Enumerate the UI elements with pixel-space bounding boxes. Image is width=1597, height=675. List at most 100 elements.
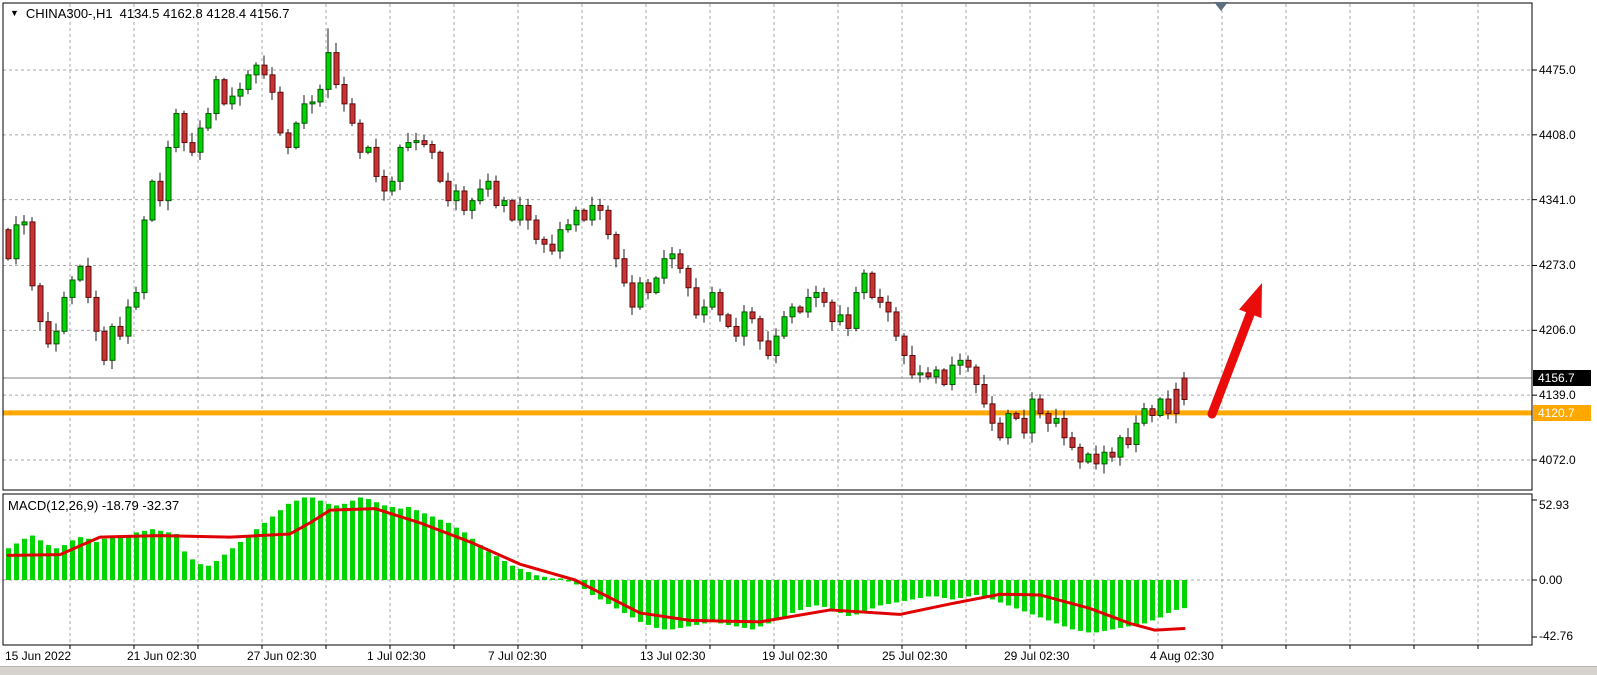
macd-bar xyxy=(694,580,699,625)
macd-bar xyxy=(558,578,563,580)
macd-bar xyxy=(1182,580,1187,609)
candle xyxy=(413,132,420,151)
symbol-menu-triangle-icon[interactable]: ▼ xyxy=(10,7,19,18)
macd-bar xyxy=(526,572,531,580)
macd-bar xyxy=(990,580,995,600)
candle xyxy=(237,82,244,106)
macd-bar xyxy=(654,580,659,628)
macd-bar xyxy=(878,580,883,606)
candle xyxy=(437,150,444,184)
macd-bar xyxy=(198,564,203,580)
macd-bar xyxy=(86,538,91,580)
candle xyxy=(781,310,788,340)
candle xyxy=(141,216,148,300)
macd-bar xyxy=(894,580,899,603)
candle xyxy=(389,176,396,196)
candle xyxy=(541,236,548,253)
macd-bar xyxy=(838,580,843,613)
candle xyxy=(13,216,20,265)
symbol-period-label: CHINA300-,H1 xyxy=(25,6,113,21)
macd-bar xyxy=(1142,580,1147,624)
candle xyxy=(1157,397,1164,418)
macd-bar xyxy=(566,580,571,582)
macd-bar xyxy=(982,580,987,597)
horizontal-scrollbar[interactable] xyxy=(0,666,1597,675)
candle xyxy=(253,62,260,84)
price-axis-label: 4341.0 xyxy=(1539,192,1576,207)
candle xyxy=(725,312,732,329)
candle xyxy=(805,288,812,318)
time-axis-label: 4 Aug 02:30 xyxy=(1150,649,1215,663)
macd-bar xyxy=(518,568,523,580)
candle xyxy=(949,356,956,391)
candle xyxy=(693,278,700,319)
candle xyxy=(261,55,268,79)
macd-bar xyxy=(910,580,915,600)
macd-bar xyxy=(1174,580,1179,610)
macd-bar xyxy=(750,580,755,630)
candle xyxy=(565,219,572,233)
candle xyxy=(629,275,636,315)
candle xyxy=(381,169,388,201)
macd-bar xyxy=(1094,580,1099,633)
macd-bar xyxy=(774,580,779,621)
candle xyxy=(1117,434,1124,466)
macd-axis-label: 52.93 xyxy=(1539,498,1570,512)
macd-bar xyxy=(486,551,491,580)
candle xyxy=(581,208,588,222)
candle xyxy=(429,140,436,160)
macd-bar xyxy=(214,560,219,580)
candle xyxy=(341,76,348,112)
candle xyxy=(685,265,692,297)
macd-bar xyxy=(70,540,75,580)
candle xyxy=(765,331,772,360)
macd-bar xyxy=(710,580,715,622)
candle xyxy=(445,172,452,207)
macd-bar xyxy=(382,505,387,580)
macd-bar xyxy=(46,545,51,580)
price-lines-layer xyxy=(3,377,1532,416)
macd-axis-label: -42.76 xyxy=(1539,629,1574,643)
candle xyxy=(1029,392,1036,443)
candle xyxy=(333,42,340,89)
candle xyxy=(933,366,940,384)
macd-bar xyxy=(974,580,979,595)
candle xyxy=(301,95,308,130)
macd-bar xyxy=(926,580,931,597)
price-axis-label: 4475.0 xyxy=(1539,63,1576,77)
macd-bar xyxy=(78,537,83,580)
macd-bar xyxy=(726,580,731,625)
macd-bar xyxy=(950,580,955,600)
macd-bar xyxy=(102,538,107,580)
candle xyxy=(661,250,668,284)
candle xyxy=(1173,382,1180,424)
macd-bar xyxy=(438,519,443,580)
macd-bar xyxy=(686,580,691,627)
macd-bar xyxy=(846,580,851,616)
candle xyxy=(709,286,716,310)
candle xyxy=(269,67,276,100)
candle xyxy=(277,86,284,136)
candle xyxy=(133,286,140,310)
macd-bar xyxy=(734,580,739,627)
macd-bar xyxy=(446,522,451,580)
candle xyxy=(965,355,972,372)
candle xyxy=(885,295,892,322)
macd-bar xyxy=(318,500,323,580)
macd-bar xyxy=(494,556,499,580)
candle xyxy=(517,196,524,226)
macd-bar xyxy=(534,575,539,580)
macd-bar xyxy=(630,580,635,618)
price-axis-label: 4072.0 xyxy=(1539,453,1576,467)
candle xyxy=(701,299,708,323)
candle xyxy=(621,249,628,287)
macd-bar xyxy=(822,580,827,607)
macd-bar xyxy=(718,580,723,624)
macd-bar xyxy=(998,580,1003,603)
macd-bar xyxy=(390,506,395,580)
candle xyxy=(205,107,212,131)
chart-shift-marker-icon[interactable] xyxy=(1214,2,1228,11)
candle xyxy=(213,75,220,121)
